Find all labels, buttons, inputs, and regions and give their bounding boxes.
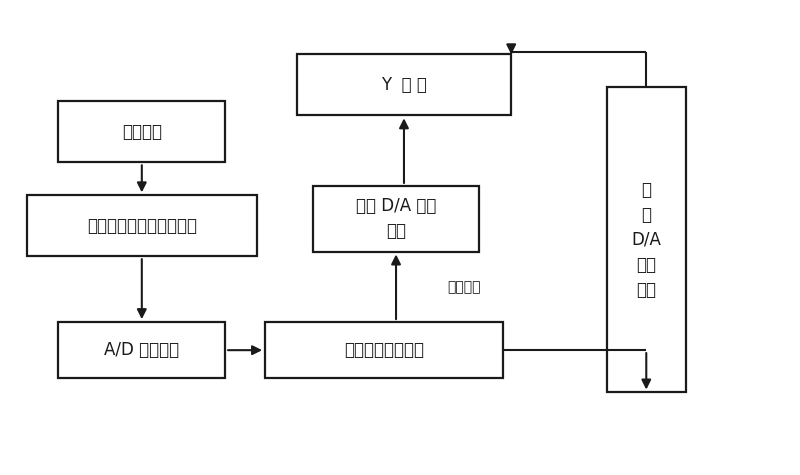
Text: 方波信号: 方波信号: [448, 280, 481, 294]
Bar: [313, 186, 479, 252]
Bar: [58, 322, 226, 378]
Text: 一次、二次模拟放大电路: 一次、二次模拟放大电路: [87, 217, 197, 235]
Bar: [265, 322, 503, 378]
Text: 并
行
D/A
转换
电路: 并 行 D/A 转换 电路: [631, 181, 662, 299]
Bar: [26, 195, 257, 256]
Text: 逻辑与信号处理电: 逻辑与信号处理电: [344, 341, 424, 359]
Text: A/D 转换电路: A/D 转换电路: [104, 341, 179, 359]
Text: Y  波 导: Y 波 导: [381, 76, 427, 94]
Bar: [606, 87, 686, 392]
Text: 串行 D/A 转换
电路: 串行 D/A 转换 电路: [356, 197, 436, 240]
Bar: [58, 101, 226, 162]
Text: 光电转换: 光电转换: [122, 123, 162, 141]
Bar: [297, 55, 511, 115]
